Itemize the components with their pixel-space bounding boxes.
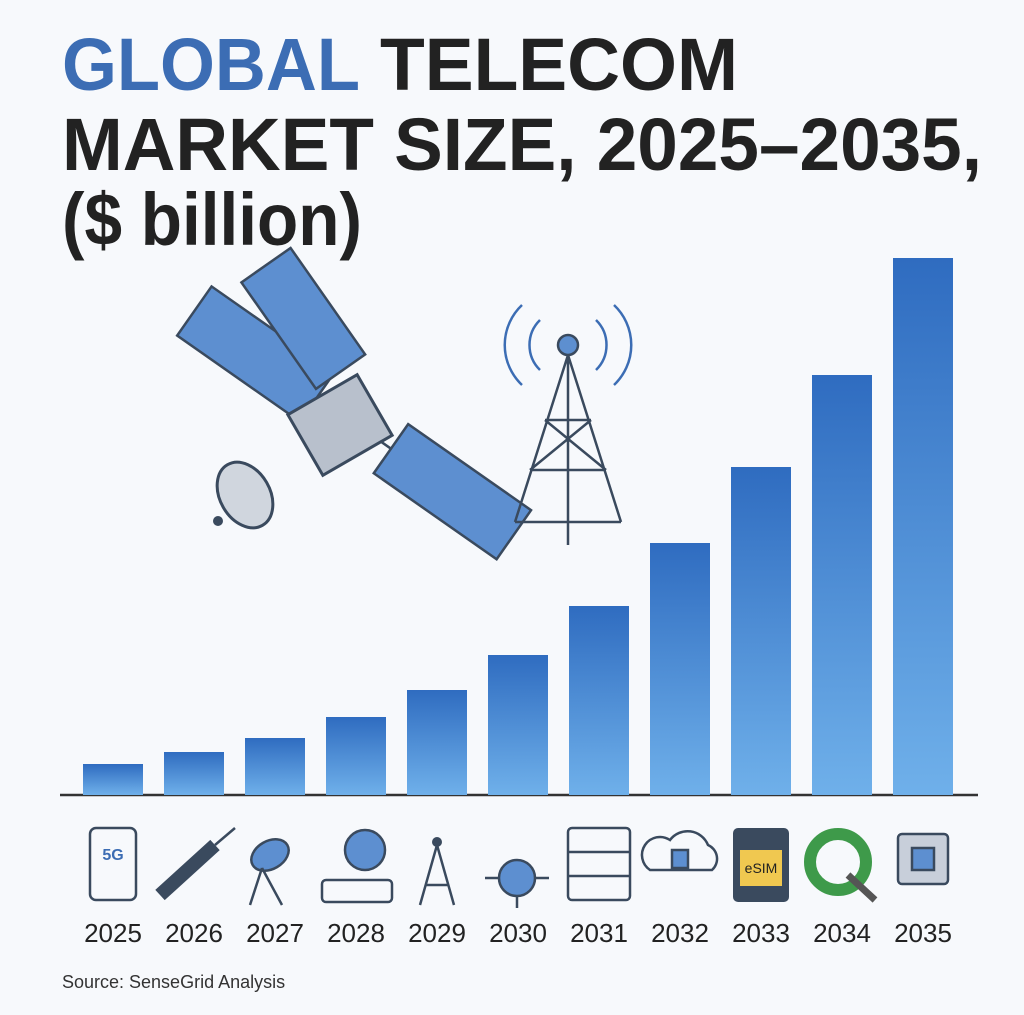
- svg-text:eSIM: eSIM: [745, 860, 778, 876]
- title-line-2: MARKET SIZE, 2025–2035,: [62, 103, 982, 186]
- bar: [650, 543, 710, 795]
- title-highlight: GLOBAL: [62, 23, 360, 106]
- x-tick-label: 2030: [489, 918, 547, 948]
- x-tick-label: 2034: [813, 918, 871, 948]
- bar: [407, 690, 467, 795]
- category-icons: 5G eSIM: [88, 826, 950, 908]
- title: TELECOM: [380, 23, 738, 106]
- satellite-illustration: [175, 246, 533, 562]
- x-tick-label: 2035: [894, 918, 952, 948]
- x-tick-label: 2033: [732, 918, 790, 948]
- x-tick-label: 2029: [408, 918, 466, 948]
- bar: [893, 258, 953, 795]
- x-tick-label: 2031: [570, 918, 628, 948]
- bar: [812, 375, 872, 795]
- bar: [569, 606, 629, 795]
- x-tick-label: 2032: [651, 918, 709, 948]
- source: Source: SenseGrid Analysis: [62, 972, 285, 992]
- bar: [326, 717, 386, 795]
- svg-text:5G: 5G: [102, 847, 123, 864]
- bar: [164, 752, 224, 795]
- subtitle: ($ billion): [62, 178, 362, 261]
- x-tick-label: 2026: [165, 918, 223, 948]
- bar: [83, 764, 143, 795]
- tower-illustration: [503, 304, 633, 545]
- bar: [245, 738, 305, 795]
- bar: [731, 467, 791, 795]
- bar: [488, 655, 548, 795]
- x-tick-label: 2025: [84, 918, 142, 948]
- x-tick-label: 2027: [246, 918, 304, 948]
- x-tick-label: 2028: [327, 918, 385, 948]
